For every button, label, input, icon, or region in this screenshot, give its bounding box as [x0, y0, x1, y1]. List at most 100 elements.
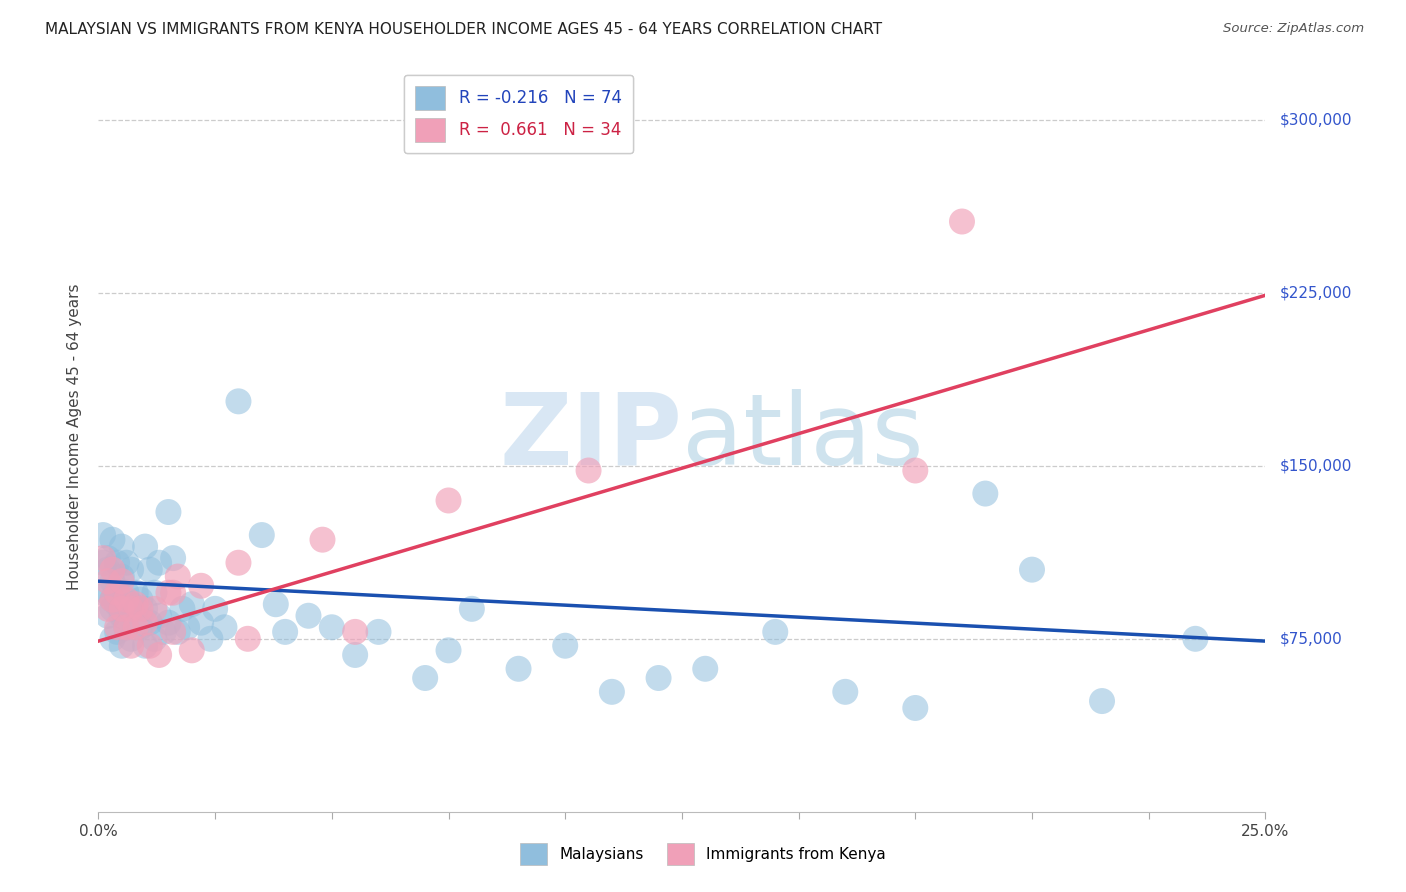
- Point: [904, 701, 927, 715]
- Point: [264, 597, 287, 611]
- Point: [134, 639, 156, 653]
- Point: [974, 486, 997, 500]
- Legend: Malaysians, Immigrants from Kenya: Malaysians, Immigrants from Kenya: [513, 837, 893, 871]
- Point: [101, 563, 124, 577]
- Point: [111, 569, 134, 583]
- Point: [120, 563, 142, 577]
- Point: [200, 632, 222, 646]
- Point: [139, 563, 162, 577]
- Point: [120, 639, 142, 653]
- Point: [101, 632, 124, 646]
- Text: atlas: atlas: [682, 389, 924, 485]
- Point: [344, 624, 367, 639]
- Point: [143, 632, 166, 646]
- Point: [834, 685, 856, 699]
- Point: [236, 632, 259, 646]
- Point: [1184, 632, 1206, 646]
- Point: [148, 648, 170, 662]
- Point: [101, 592, 124, 607]
- Point: [367, 624, 389, 639]
- Point: [91, 551, 114, 566]
- Point: [950, 214, 973, 228]
- Point: [437, 643, 460, 657]
- Point: [143, 602, 166, 616]
- Point: [125, 620, 148, 634]
- Point: [139, 639, 162, 653]
- Point: [91, 556, 114, 570]
- Point: [143, 585, 166, 599]
- Point: [647, 671, 669, 685]
- Point: [578, 463, 600, 477]
- Point: [101, 602, 124, 616]
- Text: $150,000: $150,000: [1279, 458, 1351, 474]
- Point: [91, 585, 114, 599]
- Point: [461, 602, 484, 616]
- Point: [115, 585, 138, 599]
- Point: [97, 602, 120, 616]
- Point: [311, 533, 333, 547]
- Point: [134, 540, 156, 554]
- Point: [437, 493, 460, 508]
- Point: [274, 624, 297, 639]
- Point: [97, 563, 120, 577]
- Text: MALAYSIAN VS IMMIGRANTS FROM KENYA HOUSEHOLDER INCOME AGES 45 - 64 YEARS CORRELA: MALAYSIAN VS IMMIGRANTS FROM KENYA HOUSE…: [45, 22, 882, 37]
- Point: [157, 585, 180, 599]
- Point: [101, 533, 124, 547]
- Point: [120, 597, 142, 611]
- Text: $300,000: $300,000: [1279, 112, 1351, 128]
- Point: [97, 608, 120, 623]
- Point: [508, 662, 530, 676]
- Point: [148, 608, 170, 623]
- Point: [115, 620, 138, 634]
- Point: [190, 615, 212, 630]
- Point: [105, 585, 128, 599]
- Point: [139, 615, 162, 630]
- Point: [129, 620, 152, 634]
- Point: [129, 592, 152, 607]
- Point: [250, 528, 273, 542]
- Point: [214, 620, 236, 634]
- Point: [172, 602, 194, 616]
- Point: [297, 608, 319, 623]
- Text: Source: ZipAtlas.com: Source: ZipAtlas.com: [1223, 22, 1364, 36]
- Point: [97, 551, 120, 566]
- Point: [115, 620, 138, 634]
- Point: [91, 528, 114, 542]
- Point: [115, 556, 138, 570]
- Point: [157, 615, 180, 630]
- Point: [120, 632, 142, 646]
- Point: [180, 643, 202, 657]
- Legend: R = -0.216   N = 74, R =  0.661   N = 34: R = -0.216 N = 74, R = 0.661 N = 34: [404, 75, 633, 153]
- Y-axis label: Householder Income Ages 45 - 64 years: Householder Income Ages 45 - 64 years: [67, 284, 83, 591]
- Point: [554, 639, 576, 653]
- Point: [180, 597, 202, 611]
- Point: [134, 615, 156, 630]
- Point: [344, 648, 367, 662]
- Point: [111, 574, 134, 589]
- Point: [105, 624, 128, 639]
- Point: [97, 574, 120, 589]
- Point: [228, 394, 250, 409]
- Point: [101, 592, 124, 607]
- Point: [904, 463, 927, 477]
- Point: [695, 662, 717, 676]
- Point: [148, 556, 170, 570]
- Point: [176, 620, 198, 634]
- Point: [111, 602, 134, 616]
- Text: ZIP: ZIP: [499, 389, 682, 485]
- Point: [600, 685, 623, 699]
- Point: [152, 624, 174, 639]
- Text: $225,000: $225,000: [1279, 285, 1351, 301]
- Point: [105, 620, 128, 634]
- Point: [111, 540, 134, 554]
- Point: [105, 597, 128, 611]
- Point: [134, 602, 156, 616]
- Point: [105, 585, 128, 599]
- Point: [111, 608, 134, 623]
- Point: [125, 597, 148, 611]
- Point: [763, 624, 786, 639]
- Point: [166, 624, 188, 639]
- Point: [162, 551, 184, 566]
- Point: [129, 602, 152, 616]
- Point: [101, 574, 124, 589]
